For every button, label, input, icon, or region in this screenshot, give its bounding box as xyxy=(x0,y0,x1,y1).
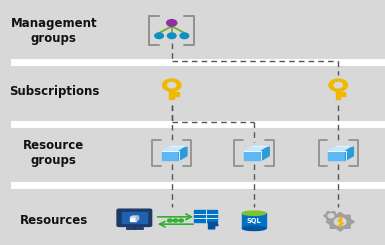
Polygon shape xyxy=(130,216,139,218)
Polygon shape xyxy=(346,146,353,160)
Polygon shape xyxy=(328,146,353,151)
Ellipse shape xyxy=(243,211,266,215)
Circle shape xyxy=(167,33,176,38)
Polygon shape xyxy=(162,151,179,160)
Polygon shape xyxy=(209,222,218,229)
FancyBboxPatch shape xyxy=(169,88,174,99)
Polygon shape xyxy=(328,151,346,160)
Ellipse shape xyxy=(243,226,266,231)
Polygon shape xyxy=(338,217,343,227)
Circle shape xyxy=(167,20,177,26)
FancyBboxPatch shape xyxy=(336,88,340,99)
Circle shape xyxy=(155,33,163,38)
Circle shape xyxy=(334,82,342,88)
Text: Resources: Resources xyxy=(20,214,88,227)
Circle shape xyxy=(180,33,189,38)
FancyBboxPatch shape xyxy=(340,92,345,94)
Polygon shape xyxy=(261,146,269,160)
Circle shape xyxy=(328,214,334,218)
FancyBboxPatch shape xyxy=(174,92,179,94)
FancyBboxPatch shape xyxy=(340,94,345,96)
Circle shape xyxy=(173,219,178,222)
Circle shape xyxy=(334,218,346,226)
Circle shape xyxy=(167,82,176,88)
FancyBboxPatch shape xyxy=(243,213,266,228)
Polygon shape xyxy=(130,218,136,221)
Circle shape xyxy=(162,79,181,91)
Polygon shape xyxy=(244,146,269,151)
FancyBboxPatch shape xyxy=(174,94,179,96)
Text: Management
groups: Management groups xyxy=(10,17,97,45)
Polygon shape xyxy=(136,216,139,221)
Text: SQL: SQL xyxy=(247,218,261,224)
Circle shape xyxy=(329,79,348,91)
FancyBboxPatch shape xyxy=(117,209,152,226)
FancyBboxPatch shape xyxy=(194,210,217,222)
Circle shape xyxy=(179,219,183,222)
Polygon shape xyxy=(162,146,187,151)
Circle shape xyxy=(167,219,172,222)
Text: Subscriptions: Subscriptions xyxy=(9,85,99,98)
Polygon shape xyxy=(179,146,187,160)
Polygon shape xyxy=(324,212,338,220)
Polygon shape xyxy=(326,212,354,231)
Polygon shape xyxy=(244,151,261,160)
FancyBboxPatch shape xyxy=(122,212,147,223)
Text: Resource
groups: Resource groups xyxy=(23,139,85,167)
